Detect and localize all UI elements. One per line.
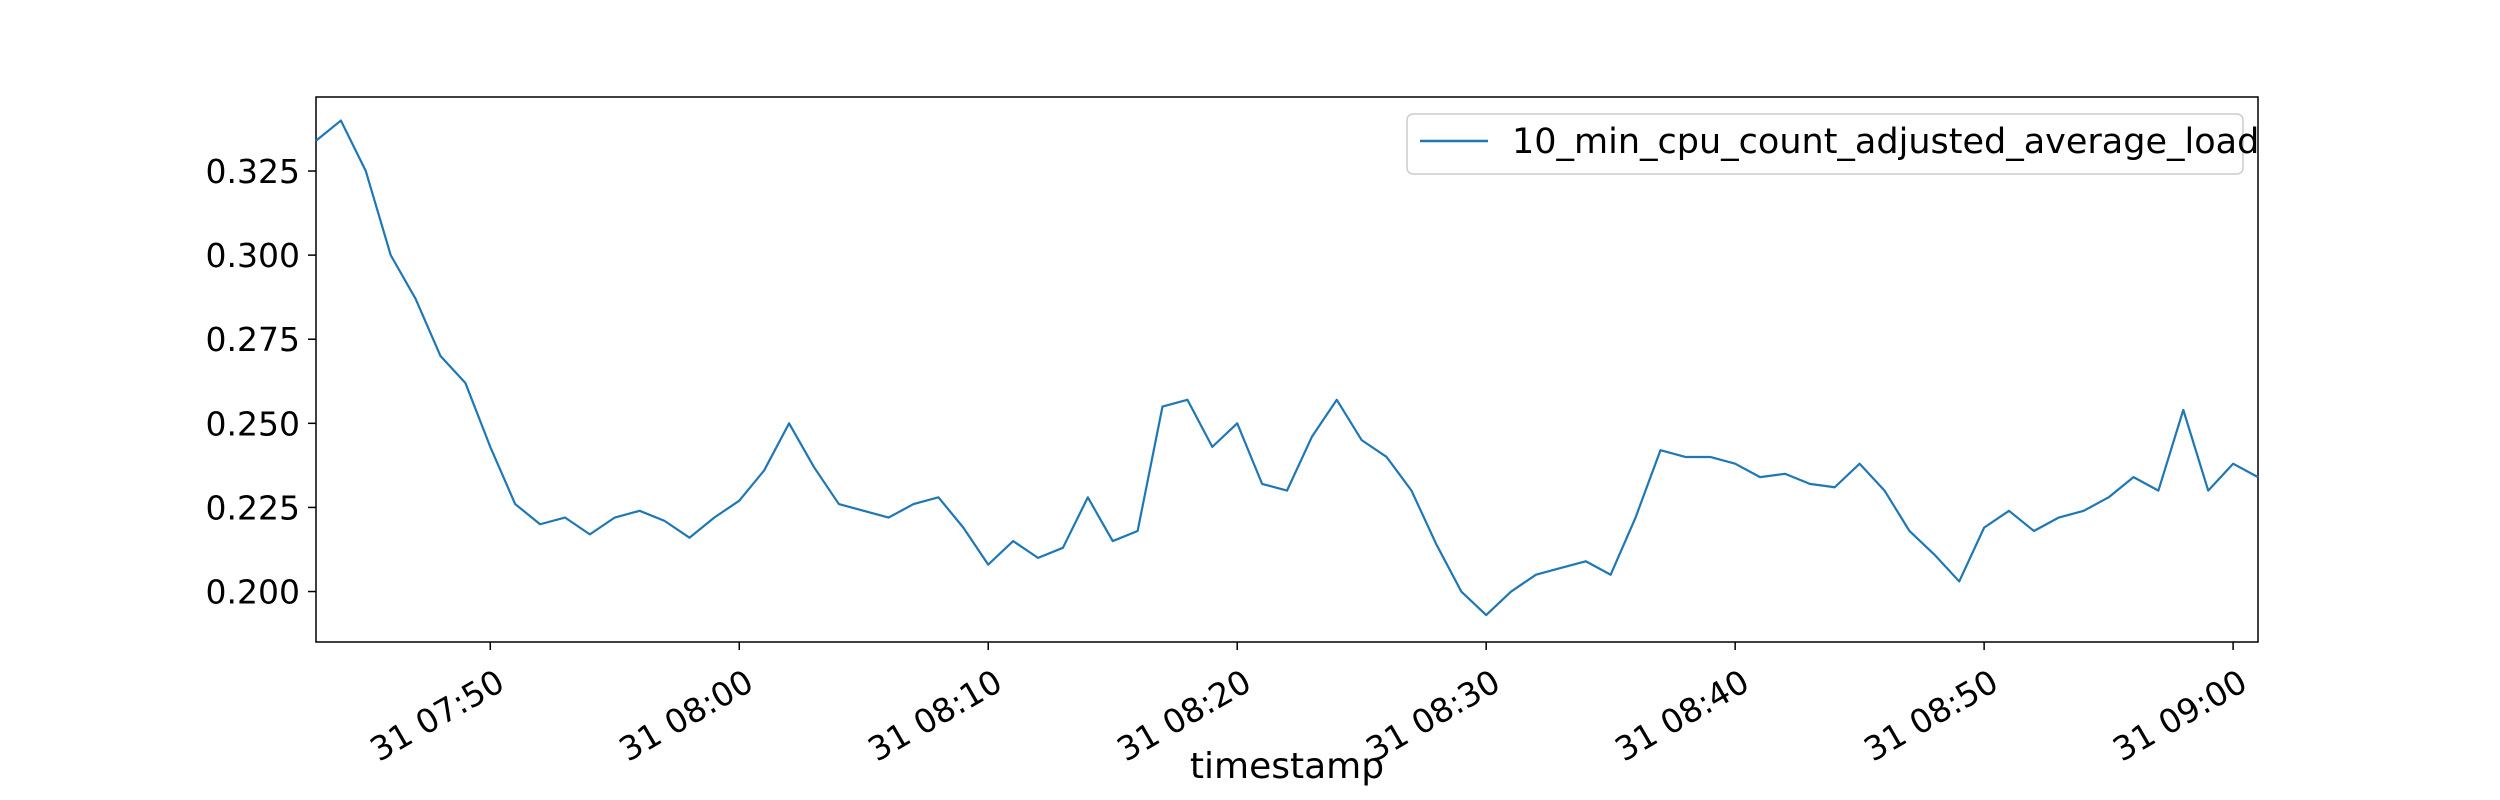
y-tick-label: 0.325 xyxy=(206,152,300,191)
plot-frame xyxy=(315,96,2259,643)
y-tick-label: 0.250 xyxy=(206,404,300,443)
y-tick-label: 0.225 xyxy=(206,488,300,527)
series-line xyxy=(315,119,2259,617)
plot-area xyxy=(315,96,2259,643)
x-axis-label: timestamp xyxy=(1190,746,1384,787)
y-tick-label: 0.200 xyxy=(206,573,300,612)
legend-box xyxy=(1406,113,2244,175)
y-tick-label: 0.275 xyxy=(206,320,300,359)
legend-entry-label: 10_min_cpu_count_adjusted_average_load xyxy=(1512,122,2259,162)
y-tick-label: 0.300 xyxy=(206,236,300,275)
y-axis: 0.200 0.225 0.250 0.275 0.300 0.325 xyxy=(206,152,316,612)
legend: 10_min_cpu_count_adjusted_average_load xyxy=(1406,113,2259,175)
